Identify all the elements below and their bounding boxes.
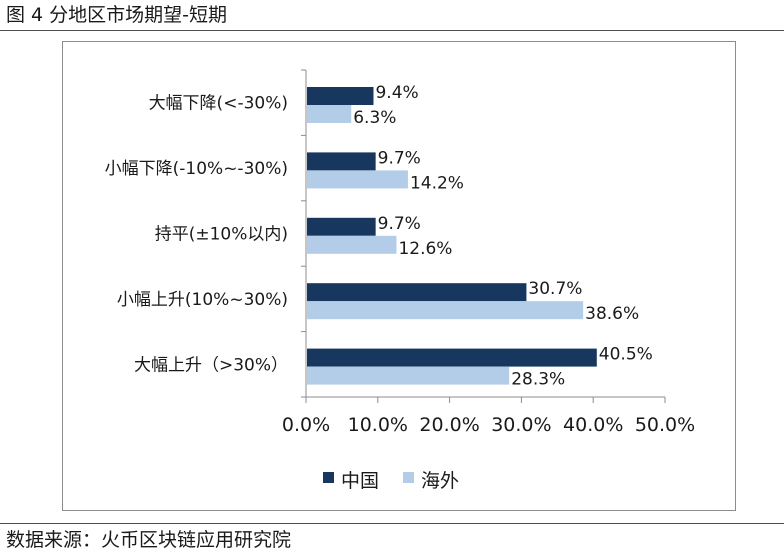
- bar-china: [307, 283, 527, 302]
- x-tick-label: 50.0%: [635, 414, 695, 436]
- x-tick-label: 0.0%: [282, 414, 330, 436]
- bar-overseas: [307, 170, 408, 189]
- data-label: 9.4%: [375, 83, 418, 103]
- data-label: 12.6%: [398, 239, 452, 259]
- data-label: 14.2%: [410, 173, 464, 193]
- data-label: 38.6%: [585, 304, 639, 324]
- legend-label-china: 中国: [341, 470, 379, 492]
- bar-china: [307, 87, 374, 105]
- bar-china: [307, 217, 376, 236]
- bar-overseas: [307, 105, 352, 123]
- top-rule: [0, 30, 784, 31]
- x-tick-label: 30.0%: [491, 414, 551, 436]
- legend-swatch-overseas: [403, 472, 414, 483]
- x-tick-label: 20.0%: [419, 414, 479, 436]
- data-label: 30.7%: [528, 279, 582, 299]
- category-label: 大幅下降(<-30%): [149, 94, 288, 114]
- bar-overseas: [307, 235, 397, 254]
- data-label: 40.5%: [599, 345, 653, 365]
- bar-overseas: [307, 301, 584, 320]
- category-label: 大幅上升（>30%）: [134, 355, 288, 375]
- bar-chart: 0.0% 10.0% 20.0% 30.0% 40.0% 50.0% 大幅下降(<-30%)…: [105, 69, 695, 492]
- data-label: 9.7%: [378, 214, 421, 234]
- legend-label-overseas: 海外: [421, 470, 459, 492]
- data-label: 28.3%: [511, 370, 565, 390]
- figure-title: 图 4 分地区市场期望-短期: [6, 4, 228, 26]
- x-tick-label: 10.0%: [348, 414, 408, 436]
- bar-overseas: [307, 366, 510, 385]
- category-label: 小幅上升(10%~30%): [117, 290, 288, 310]
- data-label: 6.3%: [353, 108, 396, 128]
- category-label: 持平(±10%以内): [155, 225, 288, 245]
- bar-china: [307, 152, 376, 171]
- legend-swatch-china: [323, 472, 334, 483]
- bar-china: [307, 348, 597, 367]
- category-label: 小幅下降(-10%~-30%): [105, 159, 288, 179]
- data-label: 9.7%: [378, 148, 421, 168]
- bottom-rule: [0, 523, 784, 524]
- source-note: 数据来源：火币区块链应用研究院: [6, 529, 292, 551]
- chart-frame: 0.0% 10.0% 20.0% 30.0% 40.0% 50.0% 大幅下降(<-30%)…: [62, 41, 736, 511]
- x-tick-label: 40.0%: [563, 414, 623, 436]
